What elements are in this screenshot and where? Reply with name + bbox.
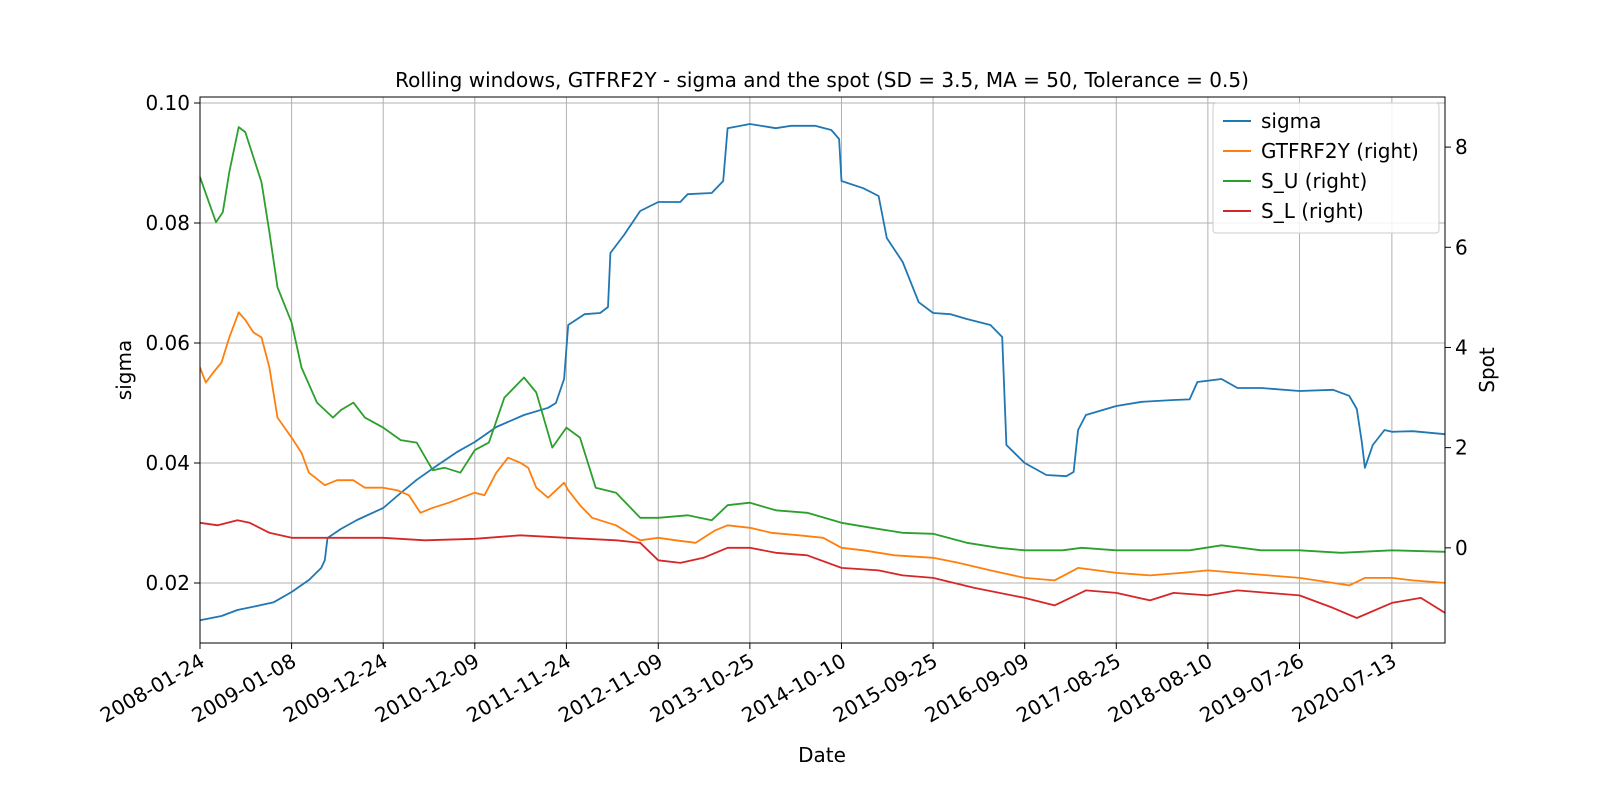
legend: sigma GTFRF2Y (right) S_U (right) S_L (righ… [1212, 102, 1440, 234]
series-line-2 [199, 126, 1446, 554]
y-tick-label-right: 2 [1455, 436, 1468, 460]
legend-entry: S_U (right) [1261, 169, 1367, 193]
y-tick-label-right: 0 [1455, 536, 1468, 560]
plot-area [199, 123, 1446, 622]
series-line-0 [199, 123, 1446, 622]
series-line-3 [199, 519, 1446, 619]
y-axis-label-left: sigma [112, 340, 136, 400]
y-tick-label-left: 0.08 [145, 211, 190, 235]
y-tick-label-left: 0.04 [145, 451, 190, 475]
legend-entry: S_L (right) [1261, 199, 1364, 223]
y-tick-label-right: 4 [1455, 335, 1468, 359]
legend-entry: GTFRF2Y (right) [1261, 139, 1419, 163]
chart-title: Rolling windows, GTFRF2Y - sigma and the… [395, 68, 1249, 92]
y-tick-label-right: 6 [1455, 235, 1468, 259]
y-axis-label-right: Spot [1475, 347, 1499, 393]
legend-box [1212, 102, 1440, 234]
legend-entry: sigma [1261, 109, 1321, 133]
series-line-1 [199, 311, 1446, 587]
x-axis-label: Date [798, 743, 846, 767]
y-tick-label-left: 0.02 [145, 571, 190, 595]
y-tick-label-right: 8 [1455, 135, 1468, 159]
plot-frame [199, 96, 1446, 644]
y-tick-label-left: 0.10 [145, 91, 190, 115]
y-tick-label-left: 0.06 [145, 331, 190, 355]
